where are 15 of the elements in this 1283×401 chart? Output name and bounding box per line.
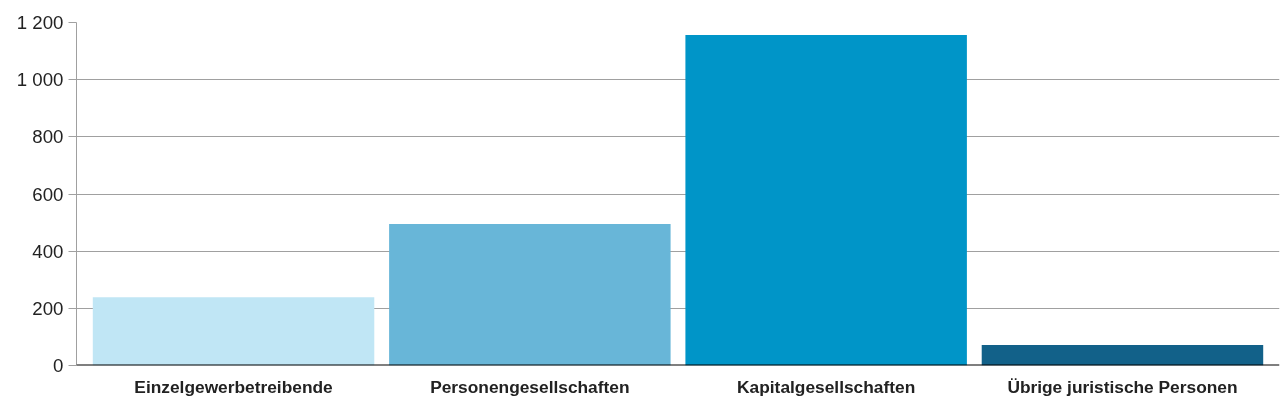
bar <box>389 224 671 366</box>
y-tick-label: 400 <box>32 240 64 262</box>
x-tick-label: Übrige juristische Personen <box>1007 376 1238 397</box>
y-tick-label: 1 200 <box>16 12 64 33</box>
x-tick-label: Personengesellschaften <box>430 376 630 397</box>
y-tick-label: 0 <box>53 355 64 376</box>
bar <box>685 35 967 366</box>
bar <box>981 344 1264 366</box>
y-tick-label: 200 <box>32 297 64 319</box>
y-tick-label: 1 000 <box>16 69 64 91</box>
y-tick-label: 600 <box>32 183 64 205</box>
x-tick-label: Einzelgewerbetreibende <box>134 376 334 397</box>
bar <box>92 297 375 366</box>
x-tick-label: Kapitalgesellschaften <box>737 376 916 397</box>
y-tick-label: 800 <box>32 126 64 148</box>
